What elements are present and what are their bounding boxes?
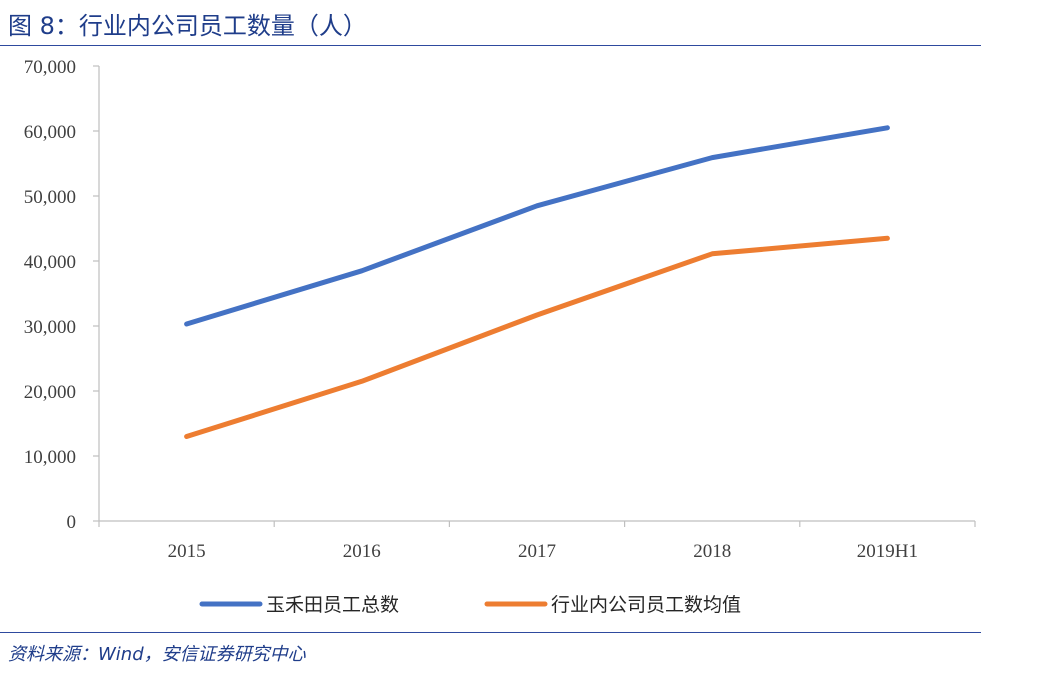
- y-tick-label: 10,000: [24, 447, 76, 468]
- series-line-1: [184, 125, 890, 327]
- legend-label-1: 玉禾田员工总数: [266, 594, 399, 616]
- y-tick-label: 40,000: [24, 252, 76, 273]
- x-tick-label: 2015: [168, 541, 206, 562]
- title-rule: [0, 45, 981, 46]
- chart-title: 图 8：行业内公司员工数量（人）: [8, 12, 367, 40]
- legend: 玉禾田员工总数 行业内公司员工数均值: [199, 594, 741, 616]
- x-tick-label: 2018: [693, 541, 731, 562]
- x-tick-label: 2016: [343, 541, 381, 562]
- series-line-2: [184, 235, 890, 439]
- legend-label-2: 行业内公司员工数均值: [551, 594, 741, 616]
- x-tick-label: 2019H1: [857, 541, 918, 562]
- series-lines: [184, 125, 890, 439]
- y-tick-label: 20,000: [24, 382, 76, 403]
- y-tick-label: 70,000: [24, 57, 76, 78]
- y-tick-label: 30,000: [24, 317, 76, 338]
- y-tick-label: 60,000: [24, 122, 76, 143]
- source-note: 资料来源：Wind，安信证券研究中心: [8, 644, 306, 665]
- y-tick-label: 0: [67, 512, 77, 533]
- x-tick-label: 2017: [518, 541, 556, 562]
- y-tick-label: 50,000: [24, 187, 76, 208]
- source-rule: [0, 632, 981, 633]
- axes: 0 10,000 20,000 30,000 40,000 50,000 60,000 70,…: [24, 57, 976, 562]
